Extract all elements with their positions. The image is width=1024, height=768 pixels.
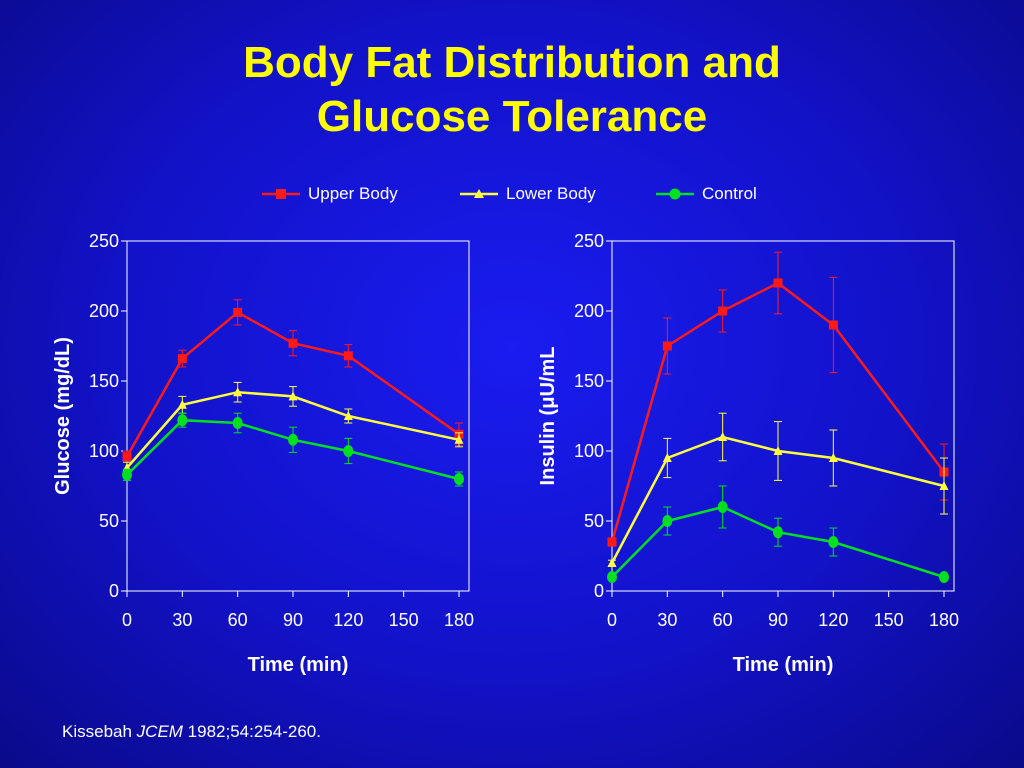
data-point-lower-body [233, 387, 243, 397]
legend-label-upper-body: Upper Body [308, 184, 398, 203]
data-point-control [288, 433, 298, 446]
data-point-control [122, 468, 132, 481]
series-line-upper-body [125, 310, 460, 458]
data-point-upper-body [773, 278, 783, 288]
plot-frame [611, 240, 955, 592]
data-point-control [828, 536, 839, 548]
x-tick-label: 60 [713, 610, 733, 630]
y-axis-label: Insulin (μU/mL [537, 347, 559, 486]
x-tick-label: 120 [818, 610, 848, 630]
data-point-lower-body [828, 453, 838, 462]
square-marker-icon [262, 189, 300, 199]
legend-item-control: Control [656, 182, 757, 206]
x-axis-label: Time (min) [733, 654, 834, 676]
plot-frame [126, 240, 470, 592]
data-point-control [662, 515, 673, 527]
data-point-upper-body [233, 307, 243, 317]
data-point-upper-body [177, 354, 187, 364]
citation: Kissebah JCEM 1982;54:254-260. [62, 722, 321, 742]
x-tick-label: 60 [228, 610, 248, 630]
data-point-upper-body [607, 537, 617, 547]
series-line-control [126, 418, 460, 481]
x-tick-label: 30 [657, 610, 677, 630]
y-axis-label: Glucose (mg/dL) [52, 337, 74, 495]
data-point-control [343, 445, 354, 457]
data-point-control [177, 414, 188, 427]
y-tick-label: 200 [89, 301, 119, 321]
data-point-control [607, 571, 617, 583]
title-line-2: Glucose Tolerance [316, 92, 708, 141]
x-tick-label: 90 [283, 610, 303, 630]
citation-journal: JCEM [136, 722, 183, 741]
y-tick-label: 250 [574, 231, 604, 251]
y-tick-label: 50 [584, 511, 604, 531]
data-point-upper-body [122, 452, 132, 462]
data-point-control [454, 473, 464, 485]
x-tick-label: 150 [874, 610, 904, 630]
series-line-lower-body [126, 390, 460, 469]
data-point-upper-body [662, 341, 672, 351]
data-point-upper-body [718, 306, 728, 316]
triangle-marker-icon [460, 189, 498, 198]
citation-author: Kissebah [62, 722, 137, 741]
legend-item-upper-body: Upper Body [262, 182, 398, 206]
data-point-control [717, 501, 728, 513]
y-tick-label: 250 [89, 231, 119, 251]
glucose-chart: 0 50 100 150 200 250 0 30 60 90 120 150 180 Time (min… [52, 231, 474, 676]
y-tick-label: 150 [574, 371, 604, 391]
data-point-lower-body [177, 399, 187, 409]
y-tick-label: 50 [99, 511, 119, 531]
y-tick-label: 200 [574, 301, 604, 321]
data-point-lower-body [773, 446, 783, 455]
x-tick-label: 180 [929, 610, 959, 630]
insulin-chart: 0 50 100 150 200 250 0 30 60 90 120 150 180 Time (min… [537, 231, 959, 676]
y-tick-label: 150 [89, 371, 119, 391]
data-point-upper-body [828, 320, 838, 330]
data-point-lower-body [718, 432, 728, 441]
series-line-lower-body [610, 435, 945, 564]
x-tick-label: 180 [444, 610, 474, 630]
data-point-lower-body [662, 453, 672, 462]
y-tick-label: 0 [594, 581, 604, 601]
x-tick-label: 90 [768, 610, 788, 630]
x-tick-label: 120 [333, 610, 363, 630]
y-tick-label: 0 [109, 581, 119, 601]
data-point-lower-body [939, 481, 949, 490]
y-tick-label: 100 [89, 441, 119, 461]
x-tick-label: 30 [172, 610, 192, 630]
legend-item-lower-body: Lower Body [460, 182, 596, 206]
slide-title: Body Fat Distribution and Glucose Tolera… [0, 36, 1024, 144]
data-point-control [232, 417, 243, 429]
legend-label-control: Control [702, 184, 757, 203]
data-point-upper-body [343, 351, 353, 361]
data-point-lower-body [288, 391, 298, 401]
data-point-lower-body [343, 411, 353, 420]
x-tick-label: 0 [607, 610, 617, 630]
series-line-control [611, 505, 945, 579]
data-point-control [939, 571, 949, 583]
title-line-1: Body Fat Distribution and [243, 38, 781, 87]
data-point-lower-body [607, 558, 617, 567]
data-point-control [773, 526, 783, 539]
data-point-upper-body [288, 338, 298, 348]
y-tick-label: 100 [574, 441, 604, 461]
citation-ref: 1982;54:254-260. [182, 722, 321, 741]
legend-label-lower-body: Lower Body [506, 184, 596, 203]
legend: Upper Body Lower Body Control [0, 182, 1024, 206]
x-tick-label: 0 [122, 610, 132, 630]
series-line-upper-body [610, 281, 945, 543]
x-tick-label: 150 [389, 610, 419, 630]
circle-marker-icon [656, 188, 694, 200]
x-axis-label: Time (min) [248, 654, 349, 676]
data-point-lower-body [454, 434, 464, 444]
